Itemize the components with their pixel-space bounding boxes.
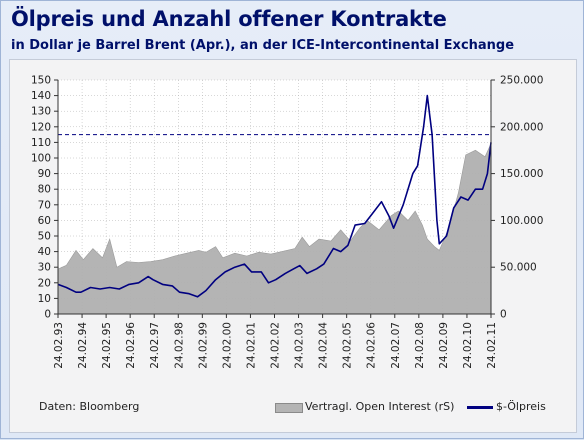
y-left-tick-label: 10 xyxy=(38,293,51,305)
y-left-tick-label: 50 xyxy=(38,231,51,243)
y-left-tick-label: 0 xyxy=(44,309,51,321)
x-tick-label: 24.02.02 xyxy=(270,322,282,369)
x-tick-label: 24.02.97 xyxy=(149,322,161,369)
y-right-tick-label: 200.000 xyxy=(500,121,543,133)
y-left-tick-label: 30 xyxy=(38,262,51,274)
chart-title: Ölpreis und Anzahl offener Kontrakte xyxy=(11,7,447,31)
x-tick-label: 24.02.07 xyxy=(390,322,402,369)
chart-subtitle: in Dollar je Barrel Brent (Apr.), an der… xyxy=(11,38,515,53)
x-tick-label: 24.02.00 xyxy=(221,322,233,369)
y-left-tick-label: 140 xyxy=(31,90,51,102)
y-left-tick-label: 110 xyxy=(31,137,51,149)
x-tick-label: 24.02.01 xyxy=(245,322,257,369)
x-tick-label: 24.02.08 xyxy=(414,322,426,369)
y-right-tick-label: 100.000 xyxy=(500,215,543,227)
legend-label-oil-price: $-Ölpreis xyxy=(496,400,546,413)
x-tick-label: 24.02.05 xyxy=(342,322,354,369)
y-right-tick-label: 0 xyxy=(500,309,507,321)
x-tick-label: 24.02.06 xyxy=(366,322,378,369)
y-right-tick-label: 150.000 xyxy=(500,168,543,180)
y-right-tick-label: 250.000 xyxy=(500,75,543,87)
y-left-tick-label: 40 xyxy=(38,246,51,258)
y-left-tick-label: 20 xyxy=(38,277,51,289)
x-tick-label: 24.02.10 xyxy=(462,322,474,369)
x-tick-label: 24.02.03 xyxy=(294,322,306,369)
x-tick-label: 24.02.09 xyxy=(438,322,450,369)
y-left-tick-label: 100 xyxy=(31,153,51,165)
x-tick-label: 24.02.95 xyxy=(101,322,113,369)
y-left-tick-label: 130 xyxy=(31,106,51,118)
x-tick-label: 24.02.99 xyxy=(197,322,209,369)
y-left-tick-label: 70 xyxy=(38,199,51,211)
x-tick-label: 24.02.04 xyxy=(318,322,330,369)
x-tick-label: 24.02.93 xyxy=(53,322,65,369)
y-left-tick-label: 150 xyxy=(31,75,51,87)
x-tick-label: 24.02.94 xyxy=(77,322,89,369)
x-tick-label: 24.02.96 xyxy=(125,322,137,369)
data-source: Daten: Bloomberg xyxy=(39,400,140,413)
x-tick-label: 24.02.11 xyxy=(486,322,498,369)
y-left-tick-label: 90 xyxy=(38,168,51,180)
x-tick-label: 24.02.98 xyxy=(173,322,185,369)
legend-swatch-open-interest xyxy=(275,403,303,413)
y-left-tick-label: 120 xyxy=(31,121,51,133)
legend-label-open-interest: Vertragl. Open Interest (rS) xyxy=(305,400,455,413)
oil-price-line xyxy=(57,94,492,298)
y-left-tick-label: 80 xyxy=(38,184,51,196)
legend-swatch-oil-price xyxy=(467,406,493,409)
y-left-tick-label: 60 xyxy=(38,215,51,227)
y-right-tick-label: 50.000 xyxy=(500,262,537,274)
